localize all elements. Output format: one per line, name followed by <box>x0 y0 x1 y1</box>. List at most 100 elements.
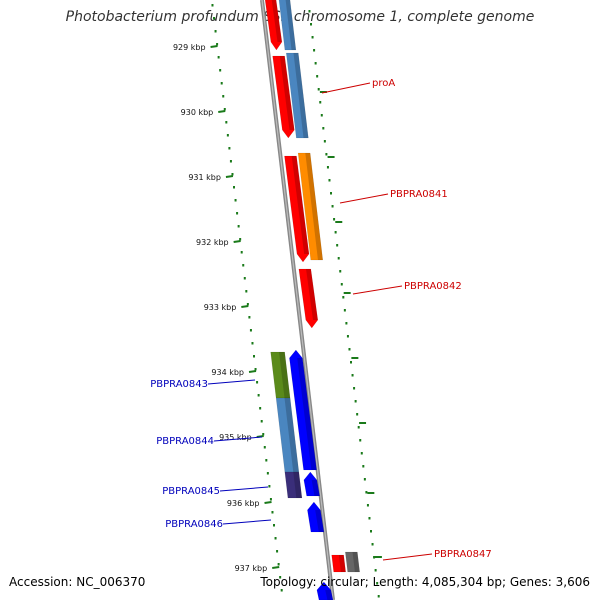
scale-tick-label: 935 kbp <box>219 433 252 442</box>
tick-dot <box>231 173 234 176</box>
gene-leader-line <box>352 285 403 295</box>
gene-arrow[interactable] <box>284 155 310 263</box>
gene-arrow-shade <box>284 398 299 472</box>
tick-dot <box>216 43 219 46</box>
tick-dot <box>353 387 356 390</box>
tick-dot <box>265 459 268 462</box>
tick-ring <box>211 4 380 598</box>
gene-arrow-shade <box>279 352 291 398</box>
gene-label-pbpra0842[interactable]: PBPRA0842 <box>404 281 462 292</box>
gene-arrow[interactable] <box>345 551 360 573</box>
gene-arrow-shade <box>315 510 324 532</box>
tick-dot <box>313 49 316 52</box>
tick-dot <box>314 62 317 65</box>
gene-arrow-shade <box>325 590 333 600</box>
gene-arrow[interactable] <box>284 471 303 499</box>
tick-dot <box>251 342 254 345</box>
tick-dot <box>370 530 373 533</box>
tick-dot <box>259 407 262 410</box>
scale-tick-label: 931 kbp <box>188 173 221 182</box>
tick-dot <box>311 36 314 39</box>
scale-tick-label: 930 kbp <box>181 108 214 117</box>
feature-track <box>264 0 360 600</box>
gene-arrow-shade <box>293 472 302 498</box>
tick-dot <box>348 348 351 351</box>
scale-tick-label: 933 kbp <box>204 303 237 312</box>
tick-dot <box>342 296 345 299</box>
gene-arrow-shade <box>352 552 360 572</box>
gene-arrow[interactable] <box>303 471 320 497</box>
tick-dot <box>363 478 366 481</box>
tick-dot <box>257 394 260 397</box>
gene-arrow[interactable] <box>278 0 297 51</box>
tick-dot <box>263 446 266 449</box>
gene-label-proa[interactable]: proA <box>372 78 395 89</box>
scale-tick <box>248 370 257 373</box>
tick-dot <box>357 426 360 429</box>
gene-arrow-shade <box>271 0 282 42</box>
scale-tick <box>264 501 272 504</box>
gene-labels: proA PBPRA0841 PBPRA0842 PBPRA0843 PBPRA0844… <box>150 78 492 561</box>
gene-arrow[interactable] <box>316 581 334 600</box>
gene-arrow[interactable] <box>297 152 324 261</box>
gene-arrow[interactable] <box>264 0 283 51</box>
tick-dot <box>368 517 371 520</box>
tick-dot <box>246 303 249 306</box>
tick-dot <box>219 69 222 72</box>
gene-leader-line <box>207 379 256 385</box>
gene-label-pbpra0847[interactable]: PBPRA0847 <box>434 549 492 560</box>
backbone-highlight <box>261 0 334 600</box>
gene-label-pbpra0845[interactable]: PBPRA0845 <box>162 486 220 497</box>
scale-tick-label: 934 kbp <box>211 368 244 377</box>
tick-dot <box>351 374 354 377</box>
tick-dot <box>266 472 269 475</box>
tick-dot <box>322 127 325 130</box>
gene-label-pbpra0846[interactable]: PBPRA0846 <box>165 519 223 530</box>
tick-dot <box>243 277 246 280</box>
gene-arrow-shade <box>311 480 320 496</box>
gene-arrow-shade <box>297 358 317 470</box>
gene-leader-line <box>222 519 272 525</box>
gene-label-pbpra0843[interactable]: PBPRA0843 <box>150 379 208 390</box>
gene-arrow[interactable] <box>298 268 319 329</box>
tick-dot <box>242 264 245 267</box>
tick-dot <box>236 212 239 215</box>
tick-dot <box>346 335 349 338</box>
scale-tick <box>256 435 264 438</box>
scale-tick <box>225 175 234 178</box>
tick-dot <box>336 244 339 247</box>
tick-dot <box>248 316 251 319</box>
gene-arrow[interactable] <box>289 349 317 471</box>
tick-dot <box>225 121 228 124</box>
gene-arrow[interactable] <box>307 501 325 533</box>
tick-dot <box>374 569 377 572</box>
tick-dot <box>340 283 343 286</box>
scale-tick <box>233 240 241 243</box>
tick-dot <box>354 400 357 403</box>
tick-dot <box>326 166 329 169</box>
tick-dot <box>211 4 214 7</box>
gene-arrow[interactable] <box>331 554 346 573</box>
scale-tick <box>218 110 226 113</box>
scale-tick-label: 936 kbp <box>227 499 260 508</box>
tick-dot <box>217 56 220 59</box>
scale-tick <box>272 566 280 569</box>
tick-dot <box>317 88 320 91</box>
gene-label-pbpra0841[interactable]: PBPRA0841 <box>390 189 448 200</box>
gene-arrow[interactable] <box>285 52 309 139</box>
tick-dot <box>319 101 322 104</box>
tick-dot <box>360 452 363 455</box>
tick-dot <box>226 134 229 137</box>
gene-arrow-shade <box>293 53 309 138</box>
gene-leader-line <box>219 486 269 492</box>
gene-label-pbpra0844[interactable]: PBPRA0844 <box>156 436 214 447</box>
tick-dot <box>323 140 326 143</box>
gene-arrow-shade <box>338 555 346 572</box>
tick-dot <box>376 582 379 585</box>
scale-tick <box>241 305 249 308</box>
tick-dot <box>223 108 226 111</box>
gene-arrow[interactable] <box>272 55 295 139</box>
gene-leader-line <box>213 436 263 442</box>
gene-arrow-shade <box>305 153 323 260</box>
